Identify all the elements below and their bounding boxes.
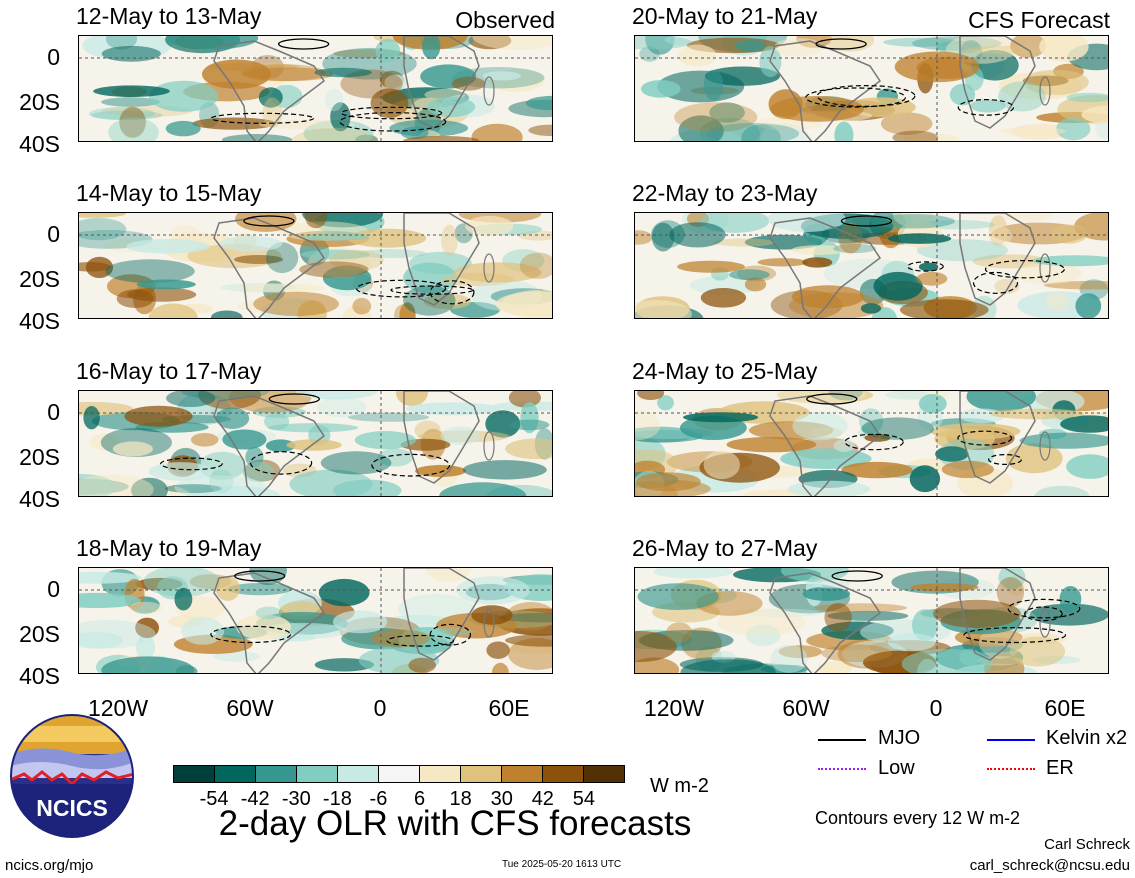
- colorbar-swatch: [338, 766, 379, 782]
- colorbar-swatch: [502, 766, 543, 782]
- lon-label: 0: [929, 695, 943, 721]
- colorbar-tick-label: 54: [572, 788, 596, 810]
- lat-label: 40S: [19, 486, 60, 512]
- lat-label: 0: [47, 44, 60, 70]
- map-plot: [634, 567, 1109, 674]
- footer-url: ncics.org/mjo: [5, 857, 94, 874]
- panel-title: 12-May to 13-May: [76, 3, 262, 29]
- lat-label: 40S: [19, 308, 60, 334]
- map-plot: [634, 390, 1109, 497]
- lon-label: 60E: [1044, 695, 1086, 721]
- map-plot: [78, 567, 553, 674]
- footer-email: carl_schreck@ncsu.edu: [969, 857, 1130, 874]
- main-title: 2-day OLR with CFS forecasts: [218, 804, 692, 843]
- legend-kelvin-label: Kelvin x2: [1046, 727, 1128, 749]
- lat-label: 20S: [19, 89, 60, 115]
- lat-label: 40S: [19, 663, 60, 689]
- lon-label: 60W: [226, 695, 274, 721]
- colorbar-swatch: [420, 766, 461, 782]
- colorbar-swatch: [297, 766, 338, 782]
- lat-label: 0: [47, 221, 60, 247]
- lat-label: 0: [47, 399, 60, 425]
- footer-author: Carl Schreck: [1044, 836, 1130, 853]
- lat-label: 40S: [19, 131, 60, 157]
- panel-title: 24-May to 25-May: [632, 358, 818, 384]
- panel-title: 20-May to 21-May: [632, 3, 818, 29]
- footer-timestamp: Tue 2025-05-20 1613 UTC: [502, 859, 622, 870]
- colorbar-tick-label: -54: [199, 788, 229, 810]
- map-plot: [78, 390, 553, 497]
- colorbar-tick-label: 42: [531, 788, 554, 810]
- colorbar-swatch: [256, 766, 297, 782]
- lon-label: 120W: [643, 695, 705, 721]
- panel-title: 22-May to 23-May: [632, 180, 818, 206]
- legend-mjo-label: MJO: [878, 727, 921, 749]
- lat-label: 0: [47, 576, 60, 602]
- lat-label: 20S: [19, 444, 60, 470]
- lat-label: 20S: [19, 621, 60, 647]
- legend-er-label: ER: [1046, 757, 1074, 779]
- lon-label: 120W: [87, 695, 149, 721]
- colorbar-swatch: [174, 766, 215, 782]
- lon-label: 0: [373, 695, 387, 721]
- lon-label: 60W: [782, 695, 830, 721]
- colorbar-swatch: [461, 766, 502, 782]
- colorbar-tick-label: 6: [413, 788, 426, 810]
- map-plot: [634, 35, 1109, 142]
- panel-tag: CFS Forecast: [968, 7, 1110, 33]
- colorbar-tick-label: -42: [240, 788, 270, 810]
- map-plot: [78, 212, 553, 319]
- colorbar-tick-label: -6: [369, 788, 388, 810]
- panel-title: 14-May to 15-May: [76, 180, 262, 206]
- colorbar-swatch: [543, 766, 584, 782]
- logo-text: NCICS: [36, 795, 108, 821]
- map-plot: [634, 212, 1109, 319]
- colorbar: [173, 765, 625, 783]
- panel-title: 18-May to 19-May: [76, 535, 262, 561]
- legend-low-label: Low: [878, 757, 915, 779]
- panel-title: 26-May to 27-May: [632, 535, 818, 561]
- kelvin-line: [987, 739, 1035, 741]
- panel-title: 16-May to 17-May: [76, 358, 262, 384]
- colorbar-tick-label: -18: [322, 788, 352, 810]
- contours-note: Contours every 12 W m-2: [815, 808, 1021, 828]
- units-label: W m-2: [650, 775, 709, 797]
- mjo-line: [818, 739, 866, 741]
- ncics-logo: NCICS: [10, 714, 134, 838]
- colorbar-tick-label: 18: [449, 788, 472, 810]
- colorbar-tick-label: 30: [490, 788, 513, 810]
- colorbar-swatch: [215, 766, 256, 782]
- lon-label: 60E: [488, 695, 530, 721]
- colorbar-swatch: [584, 766, 624, 782]
- low-line: [818, 768, 866, 770]
- lat-label: 20S: [19, 266, 60, 292]
- colorbar-tick-label: -30: [281, 788, 311, 810]
- er-line: [987, 768, 1035, 770]
- colorbar-swatch: [379, 766, 420, 782]
- map-plot: [78, 35, 553, 142]
- panel-tag: Observed: [455, 7, 555, 33]
